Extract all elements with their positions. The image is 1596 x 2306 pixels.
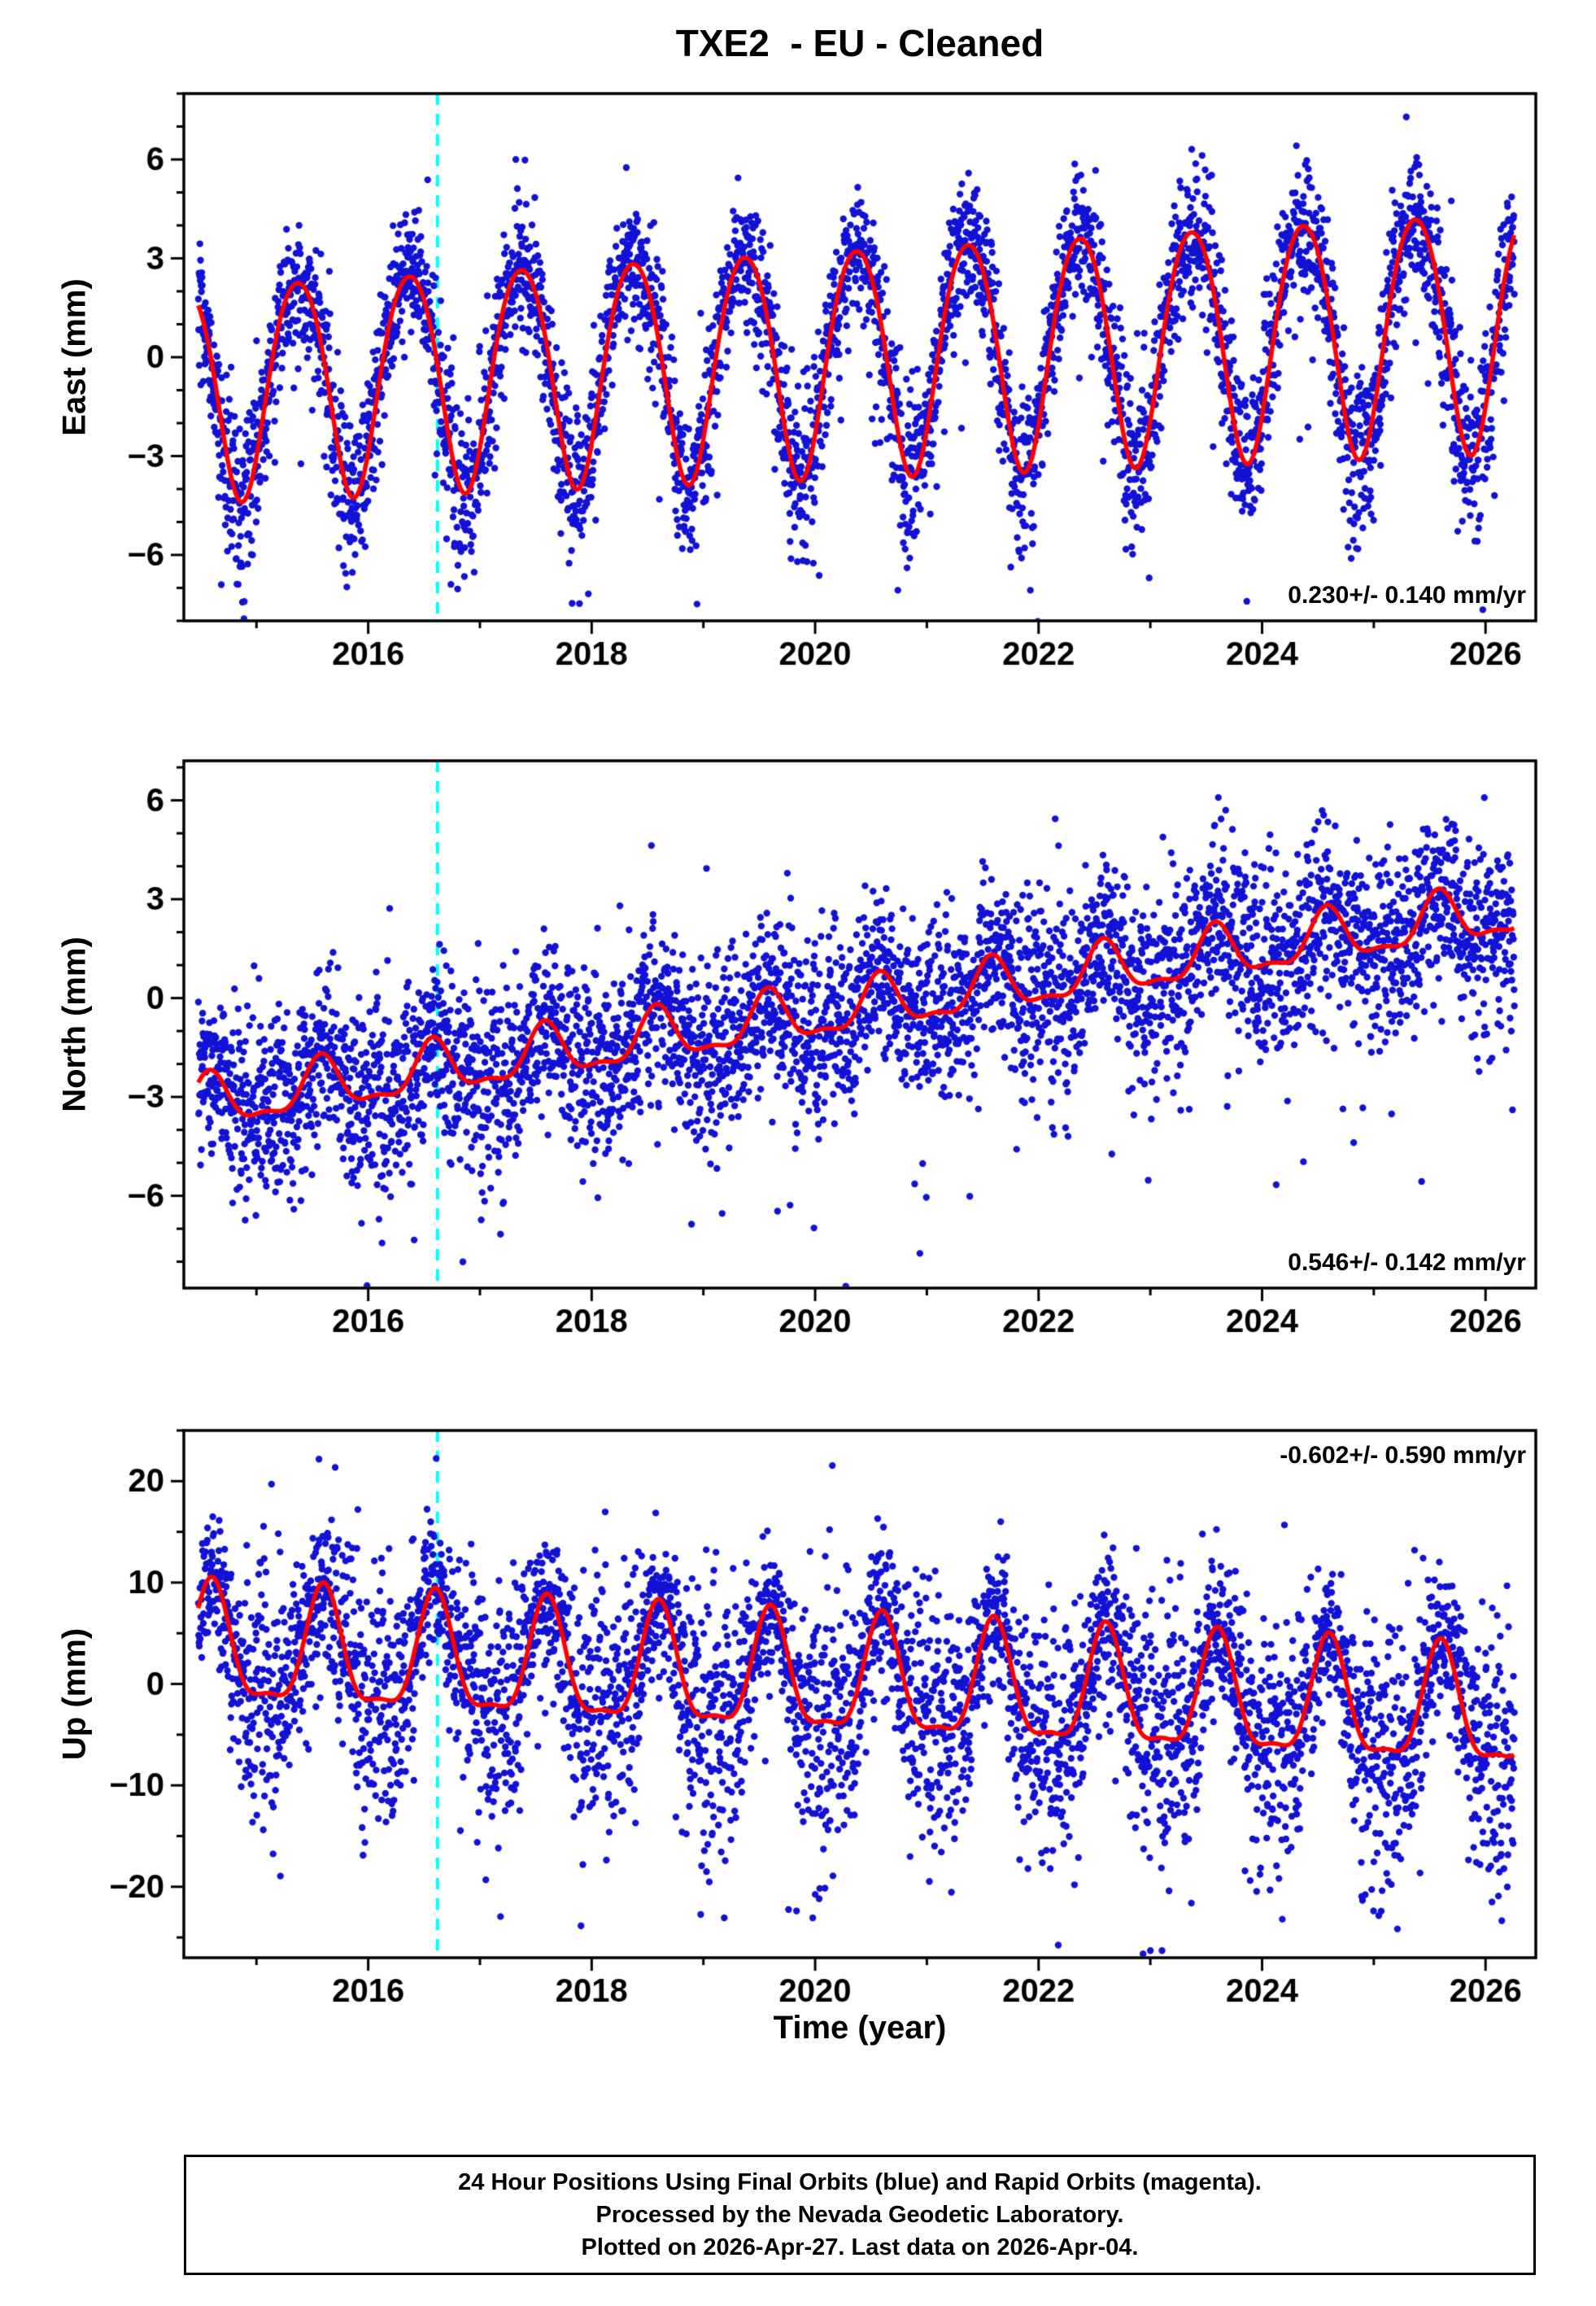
footer-note-box: 24 Hour Positions Using Final Orbits (bl… <box>184 2155 1536 2275</box>
north-axis-label: North (mm) <box>56 937 93 1112</box>
x-axis-label: Time (year) <box>773 2010 947 2046</box>
up-axis-label: Up (mm) <box>56 1627 93 1761</box>
footer-line-3: Plotted on 2026-Apr-27. Last data on 202… <box>581 2234 1139 2260</box>
up-trend-annotation: -0.602+/- 0.590 mm/yr <box>1280 1442 1526 1469</box>
page-title: TXE2 - EU - Cleaned <box>675 22 1044 64</box>
footer-line-1: 24 Hour Positions Using Final Orbits (bl… <box>458 2169 1262 2195</box>
footer-line-2: Processed by the Nevada Geodetic Laborat… <box>595 2202 1124 2228</box>
east-axis-label: East (mm) <box>56 278 93 436</box>
east-trend-annotation: 0.230+/- 0.140 mm/yr <box>1288 582 1526 609</box>
north-trend-annotation: 0.546+/- 0.142 mm/yr <box>1288 1249 1526 1276</box>
